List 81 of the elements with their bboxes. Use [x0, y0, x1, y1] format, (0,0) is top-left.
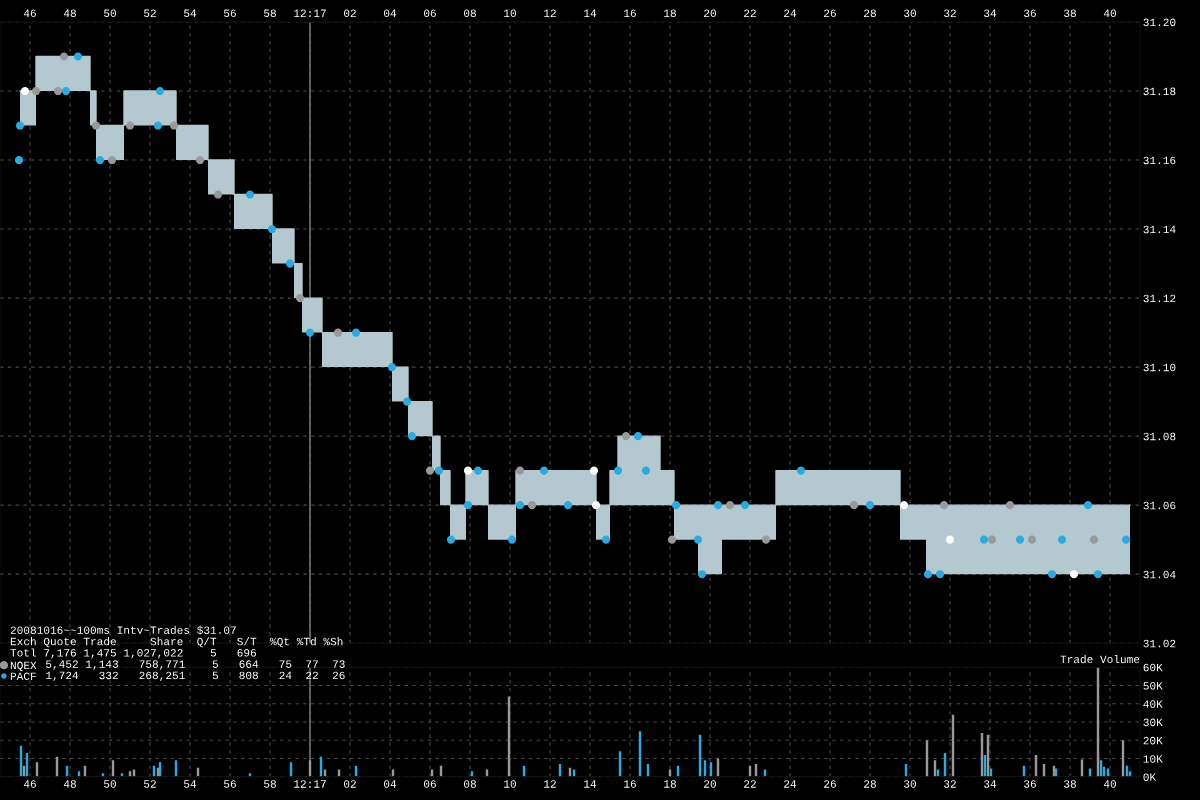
x-tick-label: 56: [224, 780, 236, 788]
y-tick-label: 60K: [1143, 663, 1163, 672]
x-tick-label: 16: [624, 780, 636, 788]
x-tick-label: 48: [63, 780, 76, 788]
y-tick-label: 20K: [1143, 736, 1163, 745]
x-tick-label: 22: [744, 780, 756, 788]
annotation: 20081016~~100ms Intv~Trades $31.07: [10, 625, 236, 635]
x-tick-label: 50: [104, 780, 116, 788]
chart-title: Trade Volume: [1060, 654, 1140, 664]
x-tick-label: 58: [264, 780, 276, 788]
x-tick-label: 38: [1064, 780, 1076, 788]
y-tick-label: 31.04: [1143, 570, 1176, 579]
x-tick-label: 28: [864, 780, 876, 788]
y-tick-label: 30K: [1143, 718, 1163, 727]
y-tick-label: 31.16: [1143, 156, 1176, 165]
x-tick-label: 34: [984, 9, 997, 18]
x-tick-label: 14: [584, 9, 597, 17]
x-tick-label: 24: [784, 780, 797, 788]
y-tick-label: 31.08: [1143, 432, 1176, 441]
x-tick-label: 14: [584, 780, 597, 788]
x-tick-label: 34: [984, 780, 997, 788]
annotation: 5,452 1,143 758,771 5 664 75 77 73: [46, 660, 345, 670]
x-tick-label: 54: [184, 780, 197, 788]
legend-label: PACF: [10, 672, 36, 681]
x-tick-label: 20: [704, 780, 716, 788]
x-tick-label: 10: [504, 9, 516, 18]
y-tick-label: 31.12: [1143, 294, 1176, 303]
y-tick-label: 0K: [1143, 773, 1157, 781]
x-tick-label: 30: [904, 9, 916, 18]
x-tick-label: 12: [544, 780, 556, 788]
x-tick-label: 08: [464, 780, 476, 788]
x-tick-label: 36: [1024, 780, 1036, 788]
x-tick-label: 12:17: [294, 9, 326, 17]
y-tick-label: 31.06: [1143, 501, 1176, 510]
annotation: 1,724 332 268,251 5 808 24 22 26: [46, 671, 345, 682]
x-tick-label: 30: [904, 780, 916, 788]
x-tick-label: 08: [464, 9, 476, 18]
x-tick-label: 16: [624, 9, 636, 18]
text: Totl 7,176 1,475 1,027,022 5 696: [10, 648, 256, 659]
x-tick-label: 20: [704, 9, 716, 18]
x-tick-label: 06: [424, 9, 436, 18]
x-tick-label: 18: [664, 9, 676, 18]
x-tick-label: 04: [384, 9, 397, 18]
x-tick-label: 26: [824, 780, 836, 788]
x-tick-label: 36: [1024, 9, 1036, 18]
y-tick-label: 31.10: [1143, 363, 1176, 372]
x-tick-label: 40: [1103, 9, 1116, 18]
x-tick-label: 46: [23, 780, 36, 788]
y-tick-label: 31.02: [1143, 639, 1176, 648]
x-tick-label: 12:17: [294, 780, 326, 788]
y-tick-label: 50K: [1143, 682, 1163, 690]
annotation: Exch Quote Trade Share Q/T S/T %Qt %Td %Sh: [10, 637, 343, 648]
y-tick-label: 31.20: [1143, 18, 1176, 27]
x-tick-label: 52: [144, 780, 156, 788]
x-tick-label: 24: [784, 9, 797, 17]
x-tick-label: 10: [504, 780, 516, 788]
x-tick-label: 38: [1064, 9, 1076, 18]
y-tick-label: 40K: [1143, 700, 1163, 708]
x-tick-label: 06: [424, 780, 436, 788]
x-tick-label: 02: [344, 780, 356, 788]
x-tick-label: 28: [864, 9, 876, 18]
x-tick-label: 56: [224, 9, 236, 18]
x-tick-label: 26: [824, 9, 836, 18]
x-tick-label: 50: [104, 9, 116, 18]
x-tick-label: 46: [23, 9, 36, 18]
x-tick-label: 22: [744, 9, 756, 17]
x-tick-label: 52: [144, 9, 156, 18]
x-tick-label: 32: [944, 9, 956, 18]
y-tick-label: 31.18: [1143, 87, 1176, 96]
x-tick-label: 18: [664, 780, 676, 788]
y-tick-label: 31.14: [1143, 225, 1176, 234]
x-tick-label: 12: [544, 9, 556, 17]
x-tick-label: 40: [1103, 780, 1116, 788]
x-tick-label: 58: [264, 9, 276, 18]
legend-label: NQEX: [10, 661, 37, 672]
x-tick-label: 54: [184, 9, 197, 18]
x-tick-label: 02: [344, 9, 356, 18]
x-tick-label: 48: [63, 9, 76, 18]
y-tick-label: 10K: [1143, 755, 1163, 763]
x-tick-label: 04: [384, 780, 397, 788]
x-tick-label: 32: [944, 780, 956, 788]
